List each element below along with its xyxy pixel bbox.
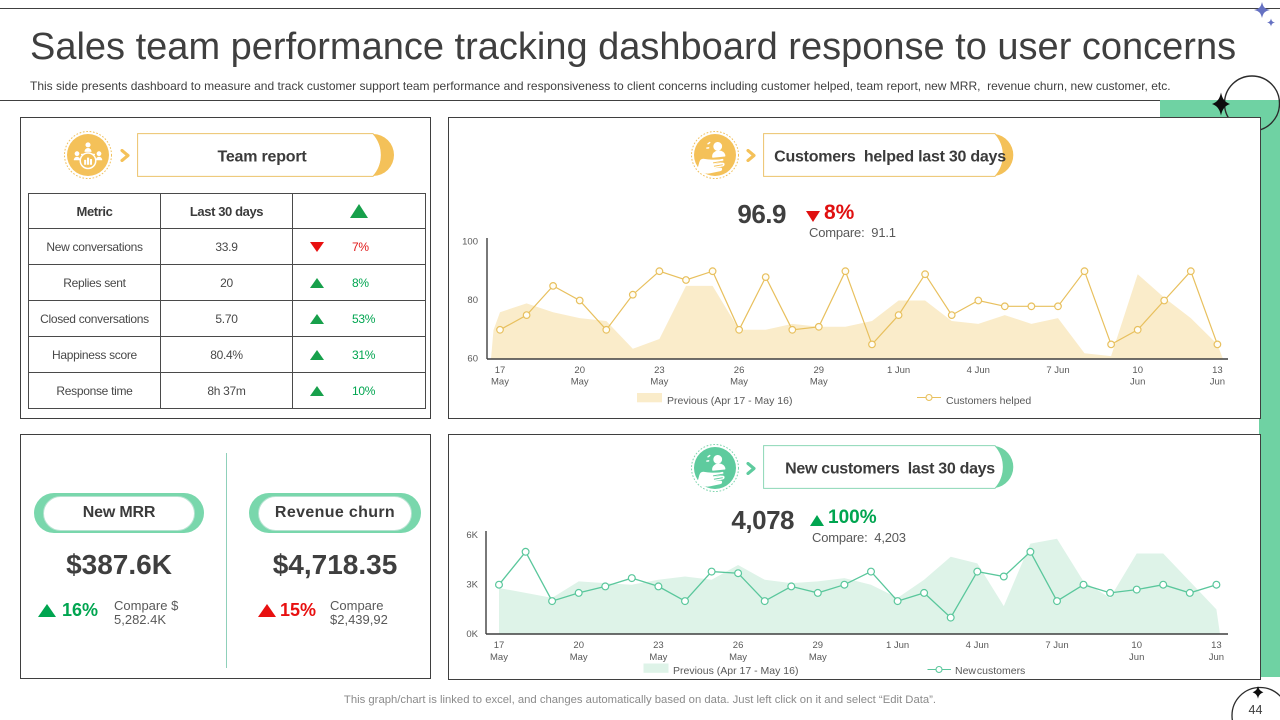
svg-text:New customers last 30 days: New customers last 30 days (785, 461, 995, 478)
svg-text:Jun: Jun (1129, 652, 1144, 663)
svg-text:0K: 0K (466, 629, 478, 640)
svg-text:7 Jun: 7 Jun (1046, 365, 1069, 376)
svg-text:1 Jun: 1 Jun (886, 640, 909, 651)
svg-text:29: 29 (814, 365, 825, 376)
svg-text:6K: 6K (466, 530, 478, 541)
svg-text:23: 23 (654, 365, 665, 376)
svg-text:10: 10 (1131, 640, 1142, 651)
svg-text:29: 29 (813, 640, 824, 651)
svg-text:100: 100 (462, 237, 478, 248)
svg-text:Team report: Team report (217, 149, 307, 166)
svg-text:Jun: Jun (1130, 377, 1145, 388)
svg-text:60: 60 (467, 354, 478, 365)
svg-text:80: 80 (467, 295, 478, 306)
svg-text:May: May (650, 377, 668, 388)
svg-text:May: May (809, 652, 827, 663)
svg-text:Previous (Apr 17 - May 16): Previous (Apr 17 - May 16) (673, 665, 798, 677)
svg-text:13: 13 (1211, 640, 1222, 651)
svg-text:Previous (Apr 17 - May 16): Previous (Apr 17 - May 16) (667, 395, 792, 407)
svg-text:10: 10 (1132, 365, 1143, 376)
svg-text:May: May (810, 377, 828, 388)
svg-text:Jun: Jun (1210, 377, 1225, 388)
svg-text:13: 13 (1212, 365, 1223, 376)
svg-text:26: 26 (734, 365, 745, 376)
svg-text:May: May (570, 652, 588, 663)
svg-text:23: 23 (653, 640, 664, 651)
svg-text:4 Jun: 4 Jun (967, 365, 990, 376)
svg-text:17: 17 (494, 640, 505, 651)
svg-text:May: May (729, 652, 747, 663)
svg-text:New customers: New customers (955, 665, 1025, 677)
svg-text:20: 20 (573, 640, 584, 651)
svg-text:May: May (649, 652, 667, 663)
svg-text:May: May (490, 652, 508, 663)
svg-text:Jun: Jun (1209, 652, 1224, 663)
svg-text:1 Jun: 1 Jun (887, 365, 910, 376)
svg-text:Customers helped: Customers helped (946, 395, 1031, 407)
svg-text:May: May (491, 377, 509, 388)
svg-text:20: 20 (574, 365, 585, 376)
svg-text:4 Jun: 4 Jun (966, 640, 989, 651)
svg-text:Customers helped last 30 days: Customers helped last 30 days (774, 149, 1006, 166)
svg-text:7 Jun: 7 Jun (1045, 640, 1068, 651)
svg-text:3K: 3K (466, 580, 478, 591)
svg-text:May: May (730, 377, 748, 388)
svg-text:44: 44 (1249, 703, 1263, 717)
svg-text:May: May (571, 377, 589, 388)
svg-text:26: 26 (733, 640, 744, 651)
svg-text:17: 17 (495, 365, 506, 376)
